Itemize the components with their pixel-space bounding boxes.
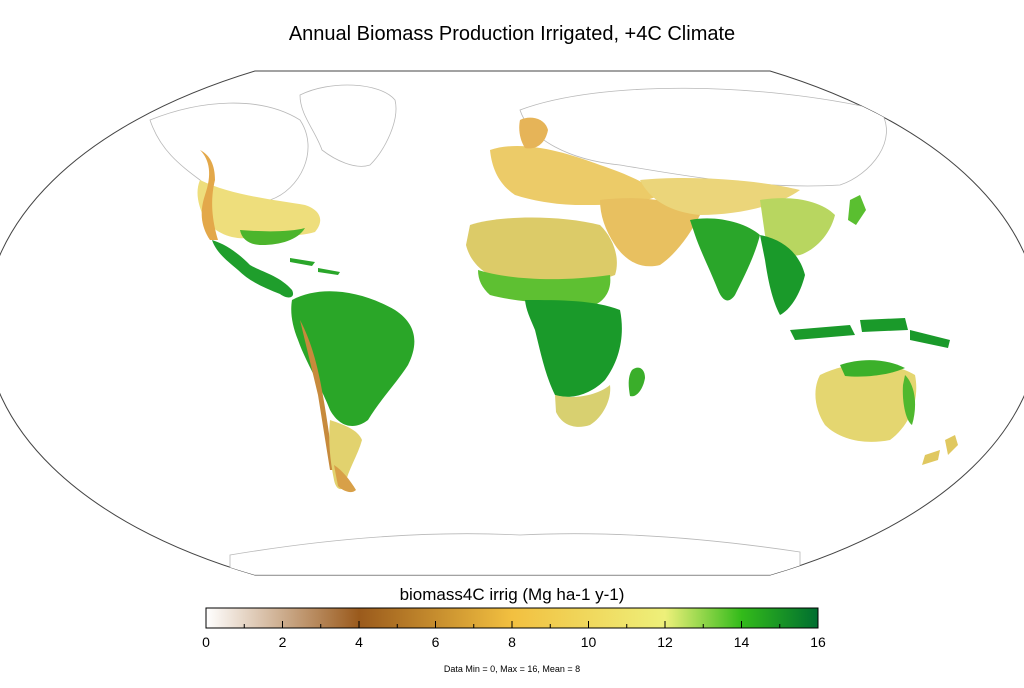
europe (490, 145, 660, 205)
colorbar-tick-label: 8 (508, 634, 516, 650)
colorbar: 0 2 4 6 8 10 12 14 16 (202, 607, 826, 650)
north-america-temperate (197, 180, 321, 239)
japan (848, 195, 866, 225)
colorbar-title: biomass4C irrig (Mg ha-1 y-1) (399, 585, 625, 604)
south-america-amazon (291, 291, 415, 426)
data-stats-footnote: Data Min = 0, Max = 16, Mean = 8 (443, 664, 581, 674)
central-asia (640, 178, 800, 215)
north-america-west-coast (200, 150, 218, 240)
africa-sahara (466, 217, 617, 284)
madagascar (628, 367, 645, 397)
colorbar-ticks (205, 621, 819, 628)
colorbar-tick-label: 2 (279, 634, 287, 650)
southeast-asia (760, 235, 805, 315)
eurasia-arctic-outline (519, 87, 887, 187)
colorbar-tick-label: 4 (355, 634, 363, 650)
africa-south (555, 385, 611, 427)
caribbean-islands (290, 258, 340, 275)
colorbar-tick-label: 6 (432, 634, 440, 650)
map-title: Annual Biomass Production Irrigated, +4C… (288, 23, 736, 45)
scandinavia (519, 117, 548, 149)
india (690, 218, 760, 301)
mexico-central-america (212, 240, 294, 298)
south-america-andes (300, 320, 334, 470)
middle-east (600, 198, 700, 267)
east-asia (760, 198, 835, 256)
colorbar-tick-label: 16 (810, 634, 826, 650)
australia-interior (815, 363, 917, 442)
australia-east-coast (902, 375, 916, 425)
colorbar-tick-label: 14 (734, 634, 750, 650)
indonesia (790, 318, 950, 348)
colorbar-tick-label: 10 (581, 634, 597, 650)
australia-north-coast (840, 360, 905, 377)
africa-sahel (478, 270, 611, 305)
north-america-arctic-outline (149, 102, 309, 202)
gulf-coast-green (240, 228, 305, 245)
greenland-outline (299, 84, 397, 167)
colorbar-tick-labels: 0 2 4 6 8 10 12 14 16 (202, 634, 826, 650)
colorbar-tick-label: 0 (202, 634, 210, 650)
colorbar-tick-label: 12 (657, 634, 673, 650)
patagonia (334, 465, 356, 493)
africa-tropics (525, 300, 622, 397)
new-zealand (922, 435, 958, 465)
antarctica-outline (229, 533, 801, 575)
